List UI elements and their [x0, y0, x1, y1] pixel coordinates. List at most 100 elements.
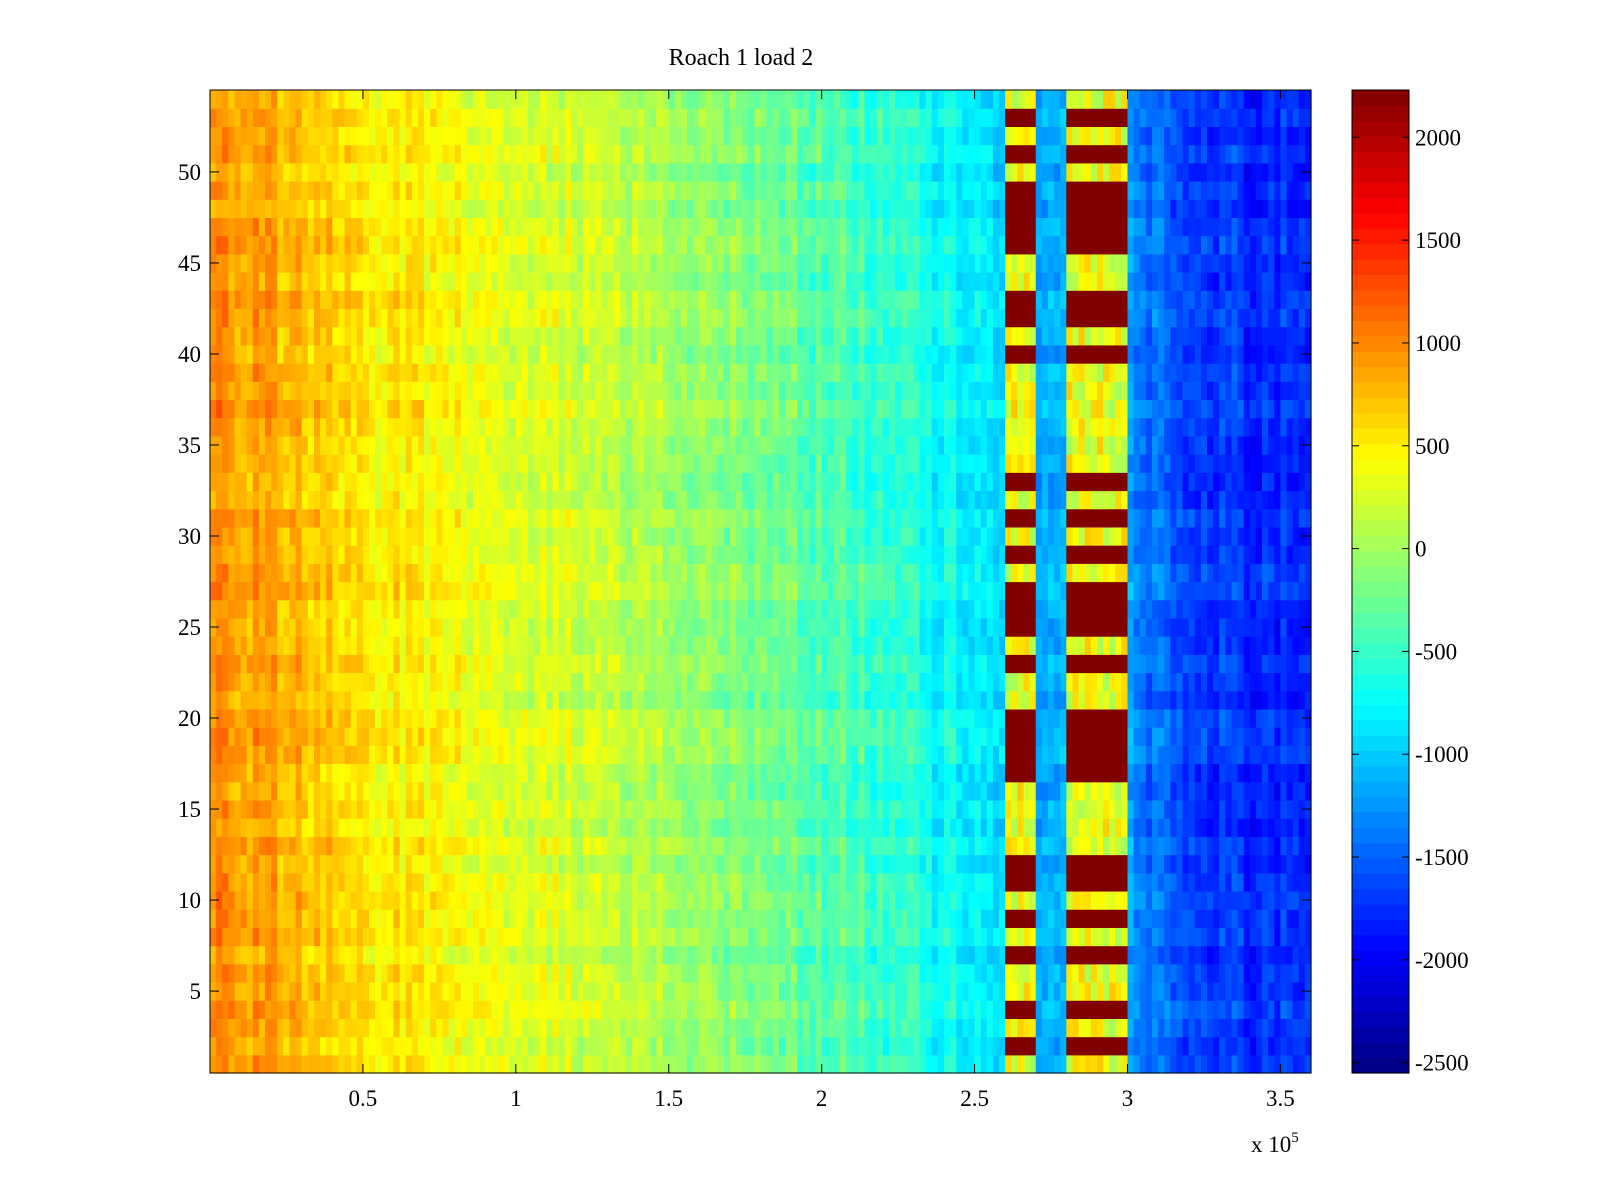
heatmap-cell [283, 308, 291, 328]
heatmap-cell [313, 526, 321, 546]
heatmap-cell [252, 563, 260, 583]
heatmap-cell [424, 1000, 431, 1019]
heatmap-cell [393, 508, 401, 528]
heatmap-cell [277, 508, 284, 528]
heatmap-cell [729, 563, 737, 583]
heatmap-cell [638, 745, 645, 765]
heatmap-cell [234, 381, 242, 401]
heatmap-cell [546, 836, 554, 856]
heatmap-cell [295, 344, 303, 364]
heatmap-cell [625, 199, 633, 219]
heatmap-cell [399, 581, 407, 601]
heatmap-cell [283, 363, 291, 382]
heatmap-cell [350, 745, 358, 765]
heatmap-cell [528, 181, 535, 200]
heatmap-cell [234, 963, 242, 983]
heatmap-cell [473, 745, 480, 765]
heatmap-cell [577, 781, 584, 801]
heatmap-cell [619, 90, 627, 109]
heatmap-cell [674, 799, 682, 819]
heatmap-cell [736, 508, 743, 528]
heatmap-cell [234, 945, 242, 965]
heatmap-cell [754, 745, 762, 765]
heatmap-cell [375, 945, 382, 965]
heatmap-cell [424, 763, 431, 783]
heatmap-cell [240, 981, 248, 1001]
heatmap-cell [564, 581, 572, 601]
heatmap-cell [687, 836, 694, 856]
heatmap-cell [485, 909, 492, 928]
heatmap-cell [295, 763, 303, 783]
heatmap-cell [729, 381, 737, 401]
heatmap-cell [534, 417, 541, 437]
heatmap-cell [246, 909, 254, 928]
heatmap-cell [387, 181, 395, 200]
heatmap-cell [381, 672, 388, 692]
heatmap-cell [619, 108, 627, 127]
heatmap-cell [448, 472, 456, 492]
heatmap-cell [650, 927, 658, 947]
heatmap-cell [271, 435, 278, 455]
heatmap-cell [497, 472, 505, 492]
heatmap-cell [577, 108, 584, 127]
heatmap-cell [246, 836, 254, 856]
heatmap-cell [693, 435, 700, 455]
heatmap-cell [295, 963, 303, 983]
heatmap-cell [687, 672, 694, 692]
heatmap-cell [748, 308, 755, 328]
heatmap-cell [601, 435, 609, 455]
heatmap-cell [662, 326, 670, 346]
heatmap-cell [210, 1036, 217, 1056]
heatmap-cell [271, 890, 278, 910]
heatmap-cell [558, 563, 566, 583]
heatmap-cell [699, 836, 707, 856]
heatmap-cell [656, 1000, 664, 1019]
heatmap-cell [234, 181, 242, 200]
heatmap-cell [442, 781, 450, 801]
heatmap-cell [381, 854, 388, 874]
heatmap-cell [705, 599, 713, 619]
heatmap-cell [258, 417, 266, 437]
heatmap-cell [577, 399, 584, 419]
heatmap-cell [466, 672, 474, 692]
heatmap-cell [252, 235, 260, 255]
heatmap-cell [375, 308, 382, 328]
heatmap-cell [760, 435, 768, 455]
heatmap-cell [509, 636, 517, 655]
heatmap-cell [448, 799, 456, 819]
heatmap-cell [558, 836, 566, 856]
heatmap-cell [442, 526, 450, 546]
heatmap-cell [742, 890, 749, 910]
heatmap-cell [417, 636, 425, 655]
heatmap-cell [246, 417, 254, 437]
heatmap-cell [350, 981, 358, 1001]
heatmap-cell [503, 690, 511, 710]
heatmap-cell [332, 654, 340, 674]
heatmap-cell [601, 727, 609, 746]
heatmap-cell [625, 454, 633, 473]
heatmap-cell [705, 818, 713, 837]
heatmap-cell [210, 672, 217, 692]
heatmap-cell [344, 909, 352, 928]
heatmap-cell [564, 472, 572, 492]
heatmap-cell [491, 454, 499, 473]
heatmap-cell [350, 181, 358, 200]
heatmap-cell [295, 599, 303, 619]
heatmap-cell [399, 927, 407, 947]
heatmap-cell [326, 235, 333, 255]
heatmap-cell [668, 181, 676, 200]
heatmap-cell [693, 399, 700, 419]
heatmap-cell [417, 344, 425, 364]
heatmap-cell [369, 563, 376, 583]
heatmap-cell [766, 217, 774, 237]
heatmap-cell [515, 854, 523, 874]
heatmap-cell [534, 654, 541, 674]
heatmap-cell [344, 472, 352, 492]
heatmap-cell [601, 708, 609, 728]
heatmap-cell [680, 836, 688, 856]
heatmap-cell [693, 763, 700, 783]
heatmap-cell [228, 472, 236, 492]
heatmap-cell [662, 126, 670, 146]
heatmap-cell [748, 563, 755, 583]
heatmap-cell [430, 1054, 437, 1074]
